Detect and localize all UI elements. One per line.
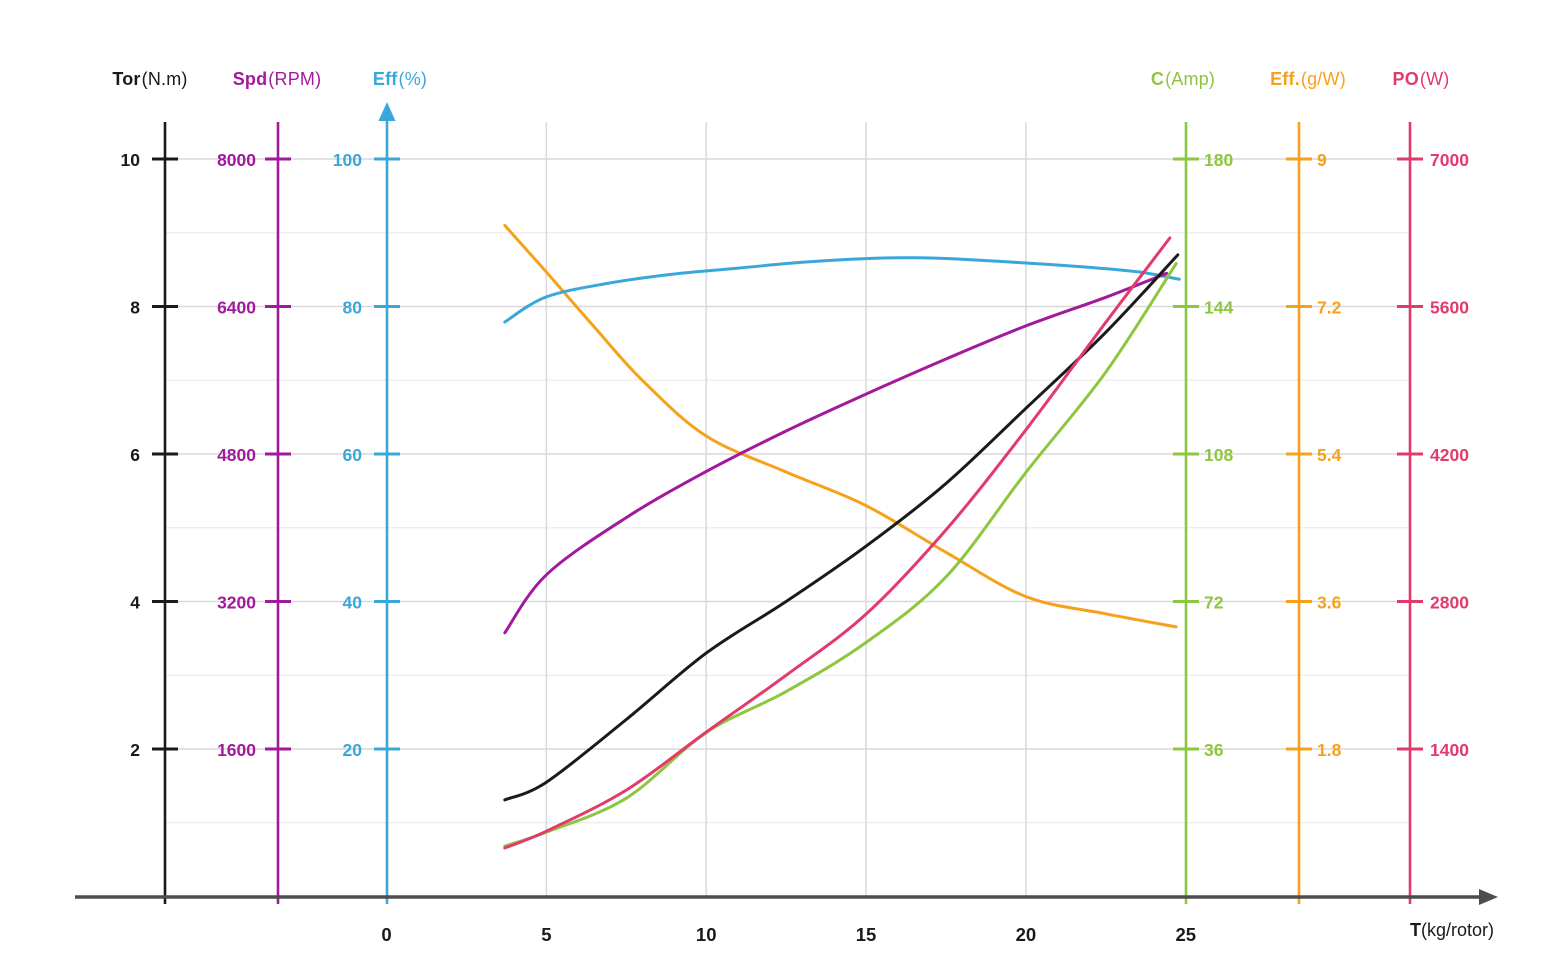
x-tick-label: 5: [541, 924, 551, 945]
axis-title-current-bold: C: [1150, 69, 1165, 89]
series-curve-tor: [503, 253, 1180, 802]
series-curve-effgw: [503, 223, 1178, 629]
spd-tick-label: 6400: [217, 298, 256, 318]
axis-title-power-output-unit: (W): [1419, 69, 1450, 89]
axis-title-efficiency-gw-bold: Eff.: [1270, 69, 1300, 89]
c-tick-label: 144: [1204, 298, 1233, 318]
c-tick-label: 36: [1204, 740, 1224, 760]
eff-tick-label: 60: [343, 445, 363, 465]
x-axis-title-unit: (kg/rotor): [1420, 920, 1494, 940]
axis-title-current-unit: (Amp): [1165, 69, 1216, 89]
spd-tick-label: 3200: [217, 593, 256, 613]
series-curve-po: [503, 236, 1172, 850]
x-tick-label: 10: [696, 924, 717, 945]
eff-axis-arrow-icon: [378, 102, 396, 121]
spd-tick-label: 4800: [217, 445, 256, 465]
po-tick-label: 4200: [1430, 445, 1469, 465]
axis-title-torque-bold: Tor: [112, 69, 141, 89]
x-axis-arrow-icon: [1479, 889, 1498, 905]
effgw-tick-label: 7.2: [1317, 298, 1342, 318]
axis-title-speed-unit: (RPM): [268, 69, 322, 89]
po-tick-label: 5600: [1430, 298, 1469, 318]
c-tick-label: 180: [1204, 150, 1233, 170]
tor-tick-label: 8: [130, 298, 140, 318]
eff-tick-label: 20: [343, 740, 363, 760]
axis-title-current: C(Amp): [1151, 69, 1215, 90]
spd-tick-label: 1600: [217, 740, 256, 760]
eff-tick-label: 100: [333, 150, 362, 170]
tor-tick-label: 4: [130, 593, 140, 613]
x-tick-label: 20: [1016, 924, 1037, 945]
tor-tick-label: 2: [130, 740, 140, 760]
axis-title-efficiency-pct-unit: (%): [398, 69, 428, 89]
c-tick-label: 108: [1204, 445, 1233, 465]
axis-title-speed: Spd(RPM): [233, 69, 322, 90]
po-tick-label: 1400: [1430, 740, 1469, 760]
c-tick-label: 72: [1204, 593, 1224, 613]
axis-title-efficiency-gw: Eff.(g/W): [1270, 69, 1346, 90]
x-axis-title: T(kg/rotor): [1410, 920, 1494, 941]
x-tick-label: 0: [381, 924, 391, 945]
axis-title-efficiency-gw-unit: (g/W): [1300, 69, 1346, 89]
effgw-tick-label: 1.8: [1317, 740, 1342, 760]
axis-title-power-output: PO(W): [1393, 69, 1450, 90]
effgw-tick-label: 3.6: [1317, 593, 1342, 613]
axis-title-speed-bold: Spd: [232, 69, 268, 89]
series-curve-eff: [503, 256, 1181, 324]
series-curve-c: [503, 262, 1178, 848]
tor-tick-label: 10: [121, 150, 141, 170]
axis-title-efficiency-pct-bold: Eff: [372, 69, 398, 89]
axis-title-torque: Tor(N.m): [112, 69, 187, 90]
effgw-tick-label: 5.4: [1317, 445, 1342, 465]
po-tick-label: 2800: [1430, 593, 1469, 613]
eff-tick-label: 40: [343, 593, 363, 613]
eff-tick-label: 80: [343, 298, 363, 318]
x-tick-label: 15: [856, 924, 877, 945]
axis-title-efficiency-pct: Eff(%): [373, 69, 427, 90]
axis-title-power-output-bold: PO: [1392, 69, 1419, 89]
x-tick-label: 25: [1175, 924, 1196, 945]
x-axis-title-bold: T: [1409, 920, 1421, 940]
po-tick-label: 7000: [1430, 150, 1469, 170]
axis-title-torque-unit: (N.m): [141, 69, 188, 89]
effgw-tick-label: 9: [1317, 150, 1327, 170]
series-curve-spd: [503, 271, 1169, 635]
spd-tick-label: 8000: [217, 150, 256, 170]
tor-tick-label: 6: [130, 445, 140, 465]
